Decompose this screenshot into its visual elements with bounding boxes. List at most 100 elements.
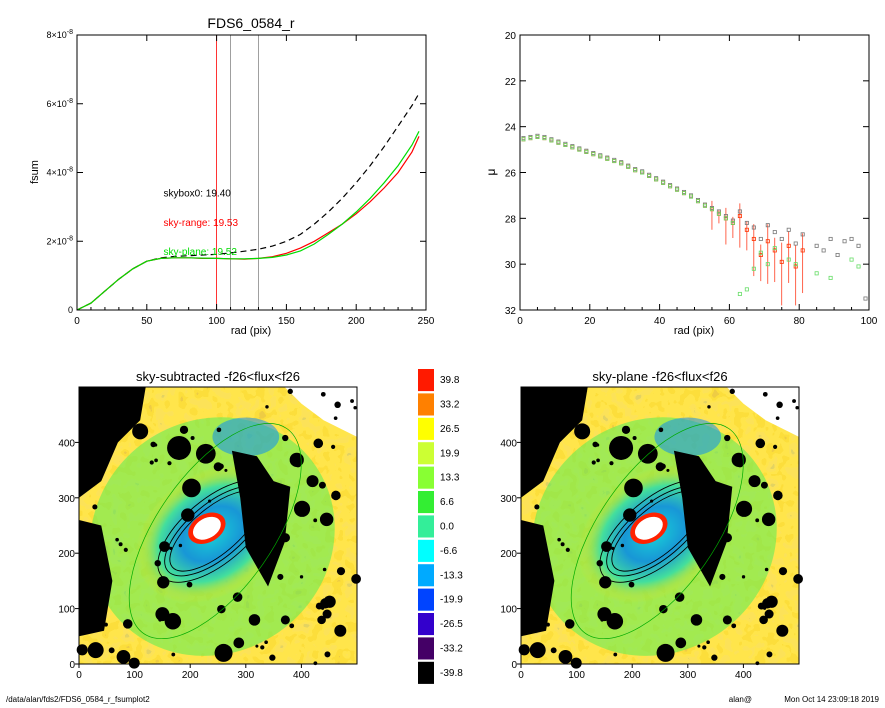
img-sky-plane-masked-star	[609, 461, 614, 466]
mu-point-s0-34	[758, 236, 763, 241]
img-sky-subtracted-y-tick-label-3: 300	[58, 494, 75, 505]
mu-point-s2-35	[765, 262, 770, 267]
mu-point-s1-24	[689, 194, 694, 199]
img-sky-plane-large-star-5	[529, 642, 546, 659]
sky-plane-image-panel: sky-plane -f26<flux<f26 0 100 200 300 400 0 1…	[500, 369, 803, 681]
mu-point-s0-39	[793, 241, 798, 246]
mu-point-s2-9	[584, 149, 589, 154]
img-sky-subtracted-masked-star	[92, 504, 98, 510]
img-sky-plane-masked-star	[702, 645, 707, 650]
img-sky-subtracted-masked-star	[179, 425, 189, 435]
img-sky-plane-masked-star	[690, 614, 703, 626]
footer-timestamp: Mon Oct 14 23:09:18 2019	[784, 695, 879, 704]
img-sky-subtracted-masked-star	[331, 444, 336, 449]
fsum-y-tick-exponent-1: -8	[67, 235, 73, 242]
mu-point-s2-27	[709, 207, 714, 212]
colorbar-label-3: 19.9	[440, 448, 460, 459]
img-sky-plane-masked-star	[534, 504, 540, 510]
img-sky-subtracted-x-tick-label-0: 0	[76, 670, 82, 681]
img-sky-subtracted-masked-star	[123, 547, 128, 552]
colorbar-label-11: -33.2	[440, 643, 463, 654]
img-sky-subtracted-masked-star	[87, 388, 101, 403]
img-sky-plane-masked-star	[599, 576, 612, 589]
mu-point-s1-5	[556, 140, 561, 145]
mu-point-s2-38	[793, 262, 798, 267]
mu-point-s2-10	[591, 152, 596, 157]
img-sky-plane-masked-star	[623, 508, 637, 522]
colorbar-swatch-10	[418, 613, 434, 636]
mu-point-s0-26	[702, 202, 707, 207]
img-sky-subtracted-frame	[78, 386, 358, 665]
mu-point-s0-7	[570, 144, 575, 149]
mu-point-s0-48	[863, 296, 868, 301]
img-sky-subtracted-masked-star	[323, 595, 336, 608]
img-sky-subtracted-masked-star	[250, 499, 255, 504]
img-sky-subtracted-masked-star	[171, 652, 176, 657]
mu-point-s1-20	[661, 180, 666, 185]
mu-point-s0-23	[682, 189, 687, 194]
img-sky-plane-x-tick-label-1: 100	[568, 670, 585, 681]
img-sky-subtracted-masked-star	[317, 615, 326, 625]
mu-point-s0-32	[744, 220, 749, 225]
img-sky-subtracted-masked-star	[76, 644, 88, 656]
mu-point-s2-2	[535, 134, 540, 139]
mu-point-s1-12	[605, 156, 610, 161]
mu-point-s2-40	[828, 275, 833, 280]
img-sky-plane-large-star-6	[748, 475, 761, 488]
mu-point-s0-21	[668, 183, 673, 188]
img-sky-subtracted-masked-star	[154, 443, 158, 447]
colorbar-label-10: -26.5	[440, 619, 463, 630]
colorbar-label-0: 39.8	[440, 375, 460, 386]
colorbar-swatch-6	[418, 515, 434, 538]
sky-plane-x-ticks: 0 100 200 300 400	[518, 664, 752, 681]
mu-point-s2-1	[528, 136, 533, 141]
img-sky-plane-masked-star	[526, 459, 536, 468]
fsum-x-tick-label-3: 150	[278, 316, 295, 327]
img-sky-plane-x-tick-label-0: 0	[518, 670, 524, 681]
mu-point-s0-19	[654, 176, 659, 181]
mu-point-s2-19	[654, 177, 659, 182]
colorbar-label-8: -13.3	[440, 570, 463, 581]
img-sky-plane-masked-star	[537, 450, 551, 464]
img-sky-subtracted-mask-right	[231, 450, 291, 587]
img-sky-subtracted-y-tick-label-2: 200	[58, 549, 75, 560]
mu-point-s0-4	[549, 137, 554, 142]
img-sky-plane-masked-star	[527, 558, 538, 569]
img-sky-plane-masked-star	[795, 406, 799, 410]
img-sky-subtracted-masked-star	[164, 613, 182, 630]
img-sky-plane-y-tick-label-4: 400	[500, 438, 517, 449]
img-sky-plane-masked-star	[711, 654, 718, 661]
mu-point-s1-3	[542, 136, 547, 141]
img-sky-plane-masked-star	[760, 481, 768, 489]
img-sky-subtracted-masked-star	[319, 512, 334, 527]
img-sky-plane-mask-left	[521, 519, 555, 637]
img-sky-subtracted-masked-star	[128, 657, 140, 669]
mu-y-tick-label-0: 20	[505, 31, 517, 42]
img-sky-plane-masked-star	[658, 427, 664, 433]
img-sky-subtracted-masked-star	[277, 573, 284, 580]
img-sky-subtracted-masked-star	[122, 619, 133, 629]
mu-point-s2-39	[814, 271, 819, 276]
mu-point-s0-9	[584, 148, 589, 153]
mu-point-s2-33	[751, 266, 756, 271]
img-sky-plane-masked-star	[735, 500, 753, 517]
mu-point-s2-36	[772, 246, 777, 251]
img-sky-plane-masked-star	[621, 425, 631, 435]
mu-y-tick-label-2: 24	[505, 123, 517, 134]
img-sky-subtracted-masked-star	[216, 427, 222, 433]
sky-plane-image	[518, 386, 803, 669]
mu-point-s1-11	[598, 154, 603, 159]
img-sky-plane-masked-star	[766, 651, 773, 658]
img-sky-subtracted-isophote-2	[169, 490, 262, 572]
img-sky-plane-masked-star	[545, 622, 550, 627]
img-sky-subtracted-masked-star	[79, 538, 88, 547]
mu-point-s2-21	[668, 184, 673, 189]
mu-point-s2-37	[786, 257, 791, 262]
mu-point-s2-16	[633, 168, 638, 173]
img-sky-plane-mask-top-right-white	[726, 387, 799, 437]
fsum-x-tick-label-4: 200	[348, 316, 365, 327]
img-sky-subtracted-masked-star	[289, 623, 295, 629]
mu-point-s2-22	[675, 187, 680, 192]
colorbar-swatch-3	[418, 442, 434, 465]
img-sky-plane-masked-star	[521, 538, 530, 547]
